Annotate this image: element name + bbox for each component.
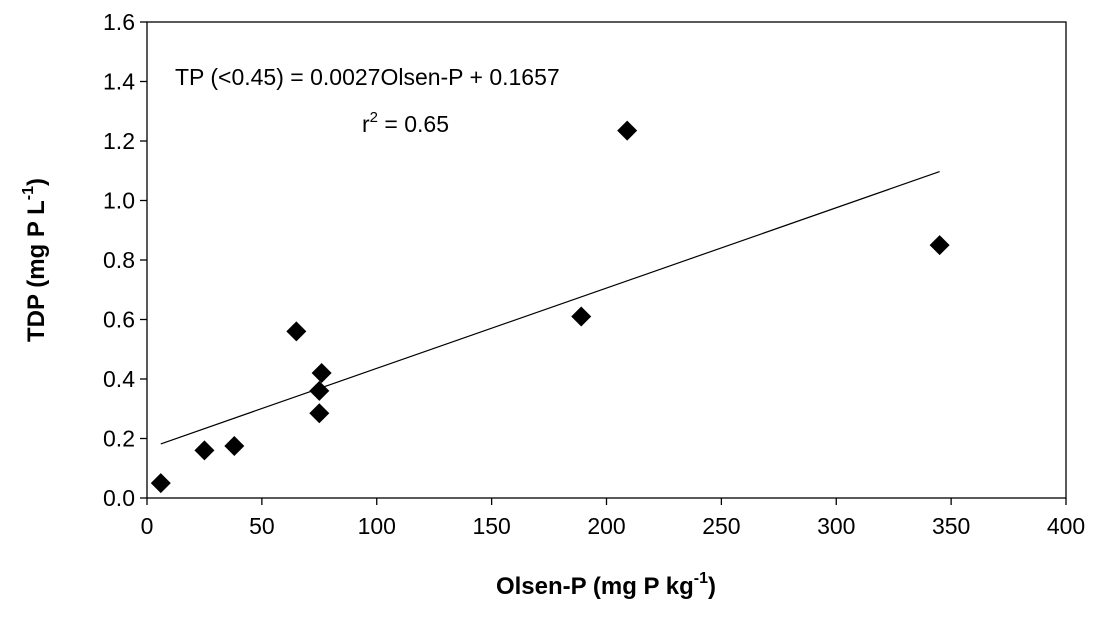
data-point [311,363,332,384]
x-axis-tick-labels: 0 50 100 150 200 250 300 350 400 [141,513,1086,539]
y-tick-label: 0.0 [103,485,135,511]
data-points [150,120,950,494]
y-axis-ticks [140,21,147,499]
x-axis-title: Olsen-P (mg P kg-1) [496,570,716,600]
y-tick-label: 0.4 [103,366,135,392]
data-point [286,321,307,342]
y-tick-label: 1.2 [103,128,135,154]
y-tick-label: 1.0 [103,188,135,214]
y-axis-tick-labels: 0.0 0.2 0.4 0.6 0.8 1.0 1.2 1.4 1.6 [103,9,135,511]
r-squared-annotation: r2 = 0.65 [362,109,449,137]
trendline [160,171,940,445]
data-point [617,120,638,141]
x-tick-label: 350 [932,513,970,539]
y-tick-label: 0.2 [103,426,135,452]
data-point [309,403,330,424]
x-tick-label: 50 [249,513,275,539]
x-tick-label: 250 [702,513,740,539]
y-tick-label: 1.6 [103,9,135,35]
y-tick-label: 1.4 [103,69,135,95]
x-tick-label: 300 [817,513,855,539]
data-point [309,380,330,401]
x-tick-label: 200 [587,513,625,539]
x-tick-label: 100 [358,513,396,539]
data-point [150,473,171,494]
equation-annotation: TP (<0.45) = 0.0027Olsen-P + 0.1657 [175,64,560,90]
y-tick-label: 0.8 [103,247,135,273]
data-point [571,306,592,327]
x-axis-ticks [146,498,1067,505]
x-tick-label: 0 [141,513,154,539]
plot-area [146,21,1067,499]
data-point [929,235,950,256]
x-tick-label: 150 [472,513,510,539]
data-point [194,440,215,461]
x-tick-label: 400 [1047,513,1085,539]
data-point [224,435,245,456]
y-axis-title: TDP (mg P L-1) [20,178,50,342]
y-tick-label: 0.6 [103,307,135,333]
